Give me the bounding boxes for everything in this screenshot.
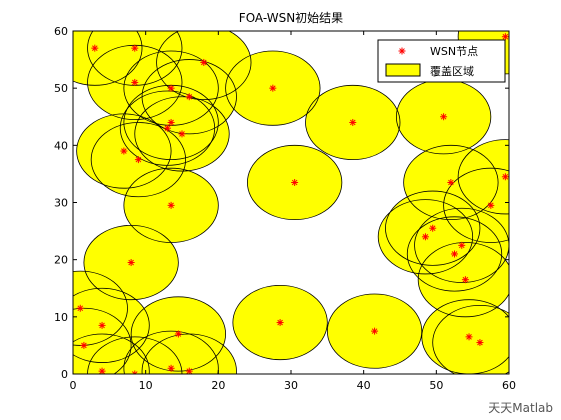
coverage-outline bbox=[134, 96, 230, 172]
wsn-node bbox=[91, 44, 99, 52]
coverage-outline bbox=[443, 167, 509, 243]
coverage-outline bbox=[73, 31, 143, 86]
coverage-outline bbox=[377, 199, 474, 275]
wsn-node bbox=[178, 130, 186, 138]
wsn-node bbox=[134, 156, 142, 164]
wsn-node bbox=[487, 201, 495, 209]
coverage-outline bbox=[417, 242, 509, 318]
coverage-outline bbox=[156, 31, 252, 100]
x-axis: 0 10 20 30 40 50 60 bbox=[70, 31, 516, 392]
coverage-outline bbox=[406, 216, 503, 292]
coverage-outline bbox=[130, 296, 226, 372]
wsn-node bbox=[98, 367, 106, 374]
wsn-node bbox=[120, 147, 128, 155]
legend-coverage-swatch bbox=[385, 63, 421, 77]
wsn-node bbox=[80, 341, 88, 349]
x-tick-label: 50 bbox=[429, 379, 443, 392]
wsn-node bbox=[167, 118, 175, 126]
wsn-node bbox=[185, 93, 193, 101]
node-layer bbox=[76, 33, 509, 374]
wsn-node bbox=[421, 233, 429, 241]
wsn-node bbox=[131, 370, 139, 374]
coverage-outline bbox=[385, 190, 481, 266]
y-tick-label: 60 bbox=[54, 25, 68, 38]
coverage-area bbox=[142, 333, 237, 374]
coverage-outline bbox=[305, 84, 401, 161]
coverage-area bbox=[432, 305, 509, 374]
coverage-outline bbox=[225, 50, 321, 126]
wsn-node bbox=[476, 339, 484, 347]
wsn-node bbox=[447, 178, 455, 186]
wsn-node bbox=[167, 201, 175, 209]
coverage-outline bbox=[73, 333, 150, 374]
y-tick-label: 0 bbox=[61, 368, 68, 381]
coverage-outline bbox=[87, 336, 183, 374]
legend-node-marker bbox=[398, 47, 406, 55]
coverage-outline bbox=[403, 144, 499, 221]
coverage-outline bbox=[326, 293, 423, 369]
wsn-node bbox=[291, 178, 299, 186]
y-tick-label: 10 bbox=[54, 311, 68, 324]
coverage-outline bbox=[246, 144, 343, 221]
wsn-node bbox=[98, 321, 106, 329]
coverage-outline bbox=[83, 224, 179, 301]
wsn-node bbox=[76, 304, 84, 312]
wsn-node bbox=[131, 44, 139, 52]
coverage-outline bbox=[141, 333, 237, 374]
coverage-layer bbox=[73, 31, 509, 374]
chart-title: FOA-WSN初始结果 bbox=[239, 11, 343, 25]
wsn-node bbox=[167, 84, 175, 92]
wsn-node bbox=[501, 173, 509, 181]
coverage-outline bbox=[76, 113, 172, 189]
x-tick-label: 40 bbox=[357, 379, 371, 392]
wsn-node bbox=[440, 113, 448, 121]
wsn-node bbox=[185, 367, 193, 374]
wsn-node bbox=[501, 33, 509, 41]
watermark: 天天Matlab bbox=[488, 401, 553, 415]
x-tick-label: 10 bbox=[139, 379, 153, 392]
wsn-node bbox=[276, 319, 284, 327]
y-tick-label: 40 bbox=[54, 139, 68, 152]
x-tick-label: 0 bbox=[70, 379, 77, 392]
wsn-node bbox=[127, 259, 135, 267]
y-axis: 0 10 20 30 40 50 60 bbox=[54, 25, 509, 381]
x-tick-label: 20 bbox=[211, 379, 225, 392]
wsn-node bbox=[465, 333, 473, 341]
y-tick-label: 50 bbox=[54, 82, 68, 95]
coverage-outline bbox=[432, 305, 509, 374]
wsn-node bbox=[167, 364, 175, 372]
wsn-node bbox=[451, 250, 458, 258]
wsn-node bbox=[163, 124, 171, 132]
coverage-outline bbox=[123, 330, 219, 374]
coverage-outline bbox=[232, 284, 328, 361]
coverage-outline bbox=[457, 139, 509, 215]
y-tick-label: 20 bbox=[54, 254, 68, 267]
wsn-node bbox=[131, 78, 139, 86]
wsn-node bbox=[349, 118, 357, 126]
coverage-outline bbox=[73, 270, 128, 346]
y-tick-label: 30 bbox=[54, 197, 68, 210]
wsn-node bbox=[429, 224, 437, 232]
wsn-node bbox=[461, 276, 469, 284]
coverage-outline bbox=[90, 122, 187, 198]
wsn-node bbox=[174, 330, 182, 338]
coverage-outline bbox=[421, 299, 509, 374]
wsn-node bbox=[371, 327, 379, 335]
coverage-outline bbox=[73, 307, 132, 374]
x-tick-label: 60 bbox=[502, 379, 516, 392]
wsn-node bbox=[200, 58, 208, 66]
legend-label-nodes: WSN节点 bbox=[430, 45, 478, 58]
x-tick-label: 30 bbox=[284, 379, 298, 392]
coverage-outline bbox=[73, 287, 150, 363]
wsn-node bbox=[269, 84, 277, 92]
legend-label-coverage: 覆盖区域 bbox=[430, 64, 474, 78]
wsn-node bbox=[458, 241, 466, 249]
